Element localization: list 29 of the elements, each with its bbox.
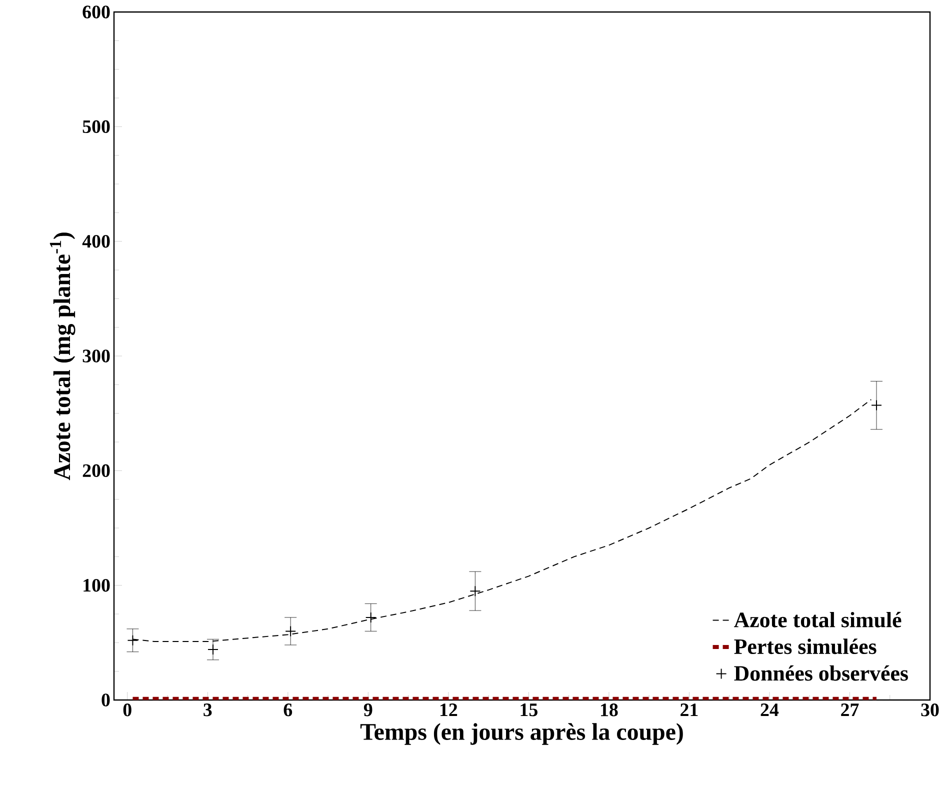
point bbox=[127, 634, 138, 646]
point bbox=[871, 400, 882, 411]
y-tick-label: 200 bbox=[82, 464, 110, 478]
point bbox=[470, 586, 481, 597]
point bbox=[365, 612, 376, 623]
x-tick-label: 9 bbox=[364, 704, 372, 716]
x-tick-label: 30 bbox=[921, 704, 939, 716]
y-tick-label: 400 bbox=[82, 234, 110, 248]
y-tick-label: 500 bbox=[82, 120, 110, 134]
legend-label: Azote total simulé bbox=[734, 612, 902, 628]
x-tick-label: 12 bbox=[440, 704, 458, 716]
x-tick-label: 24 bbox=[760, 704, 779, 716]
x-tick-label: 18 bbox=[601, 704, 618, 716]
x-tick-label: 15 bbox=[520, 704, 538, 716]
y-tick-label: 600 bbox=[82, 6, 110, 18]
x-tick-label: 6 bbox=[284, 704, 292, 716]
x-axis-title: Temps (en jours après la coupe) bbox=[360, 723, 683, 745]
y-tick-label: 300 bbox=[82, 350, 110, 362]
y-tick-label: 0 bbox=[102, 694, 110, 706]
legend-label: Données observées bbox=[734, 665, 908, 681]
y-tick-label: 100 bbox=[84, 578, 110, 592]
x-tick-label: 21 bbox=[680, 704, 698, 716]
point bbox=[285, 626, 296, 637]
x-tick-label: 27 bbox=[841, 704, 859, 716]
y-axis-title: Azote total (mg plante$^{-1}$) bbox=[50, 232, 76, 480]
legend-label: Pertes simulées bbox=[734, 638, 876, 654]
x-tick-label: 0 bbox=[123, 704, 132, 716]
x-tick-label: 3 bbox=[204, 704, 212, 716]
point bbox=[207, 644, 218, 656]
